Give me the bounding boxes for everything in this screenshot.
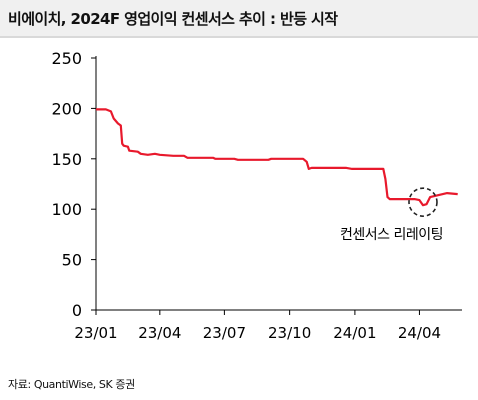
chart-title: 비에이치, 2024F 영업이익 컨센서스 추이 : 반등 시작: [8, 10, 338, 28]
x-tick-label: 23/01: [74, 324, 117, 342]
x-tick-label: 23/07: [203, 324, 246, 342]
x-axis: 23/01 23/04 23/07 23/10 24/01 24/04: [74, 309, 462, 342]
y-tick-label: 0: [72, 301, 82, 320]
line-chart: 0 50 100 150 200 250 23/01 23/04 23/07 23/10 24/0…: [51, 49, 462, 342]
x-tick-label: 24/04: [398, 324, 441, 342]
x-tick-label: 24/01: [333, 324, 376, 342]
series-layer: [96, 108, 458, 207]
x-tick-label: 23/04: [138, 324, 181, 342]
y-axis: 0 50 100 150 200 250: [51, 49, 97, 320]
chart-header: 비에이치, 2024F 영업이익 컨센서스 추이 : 반등 시작: [0, 0, 478, 38]
annotation-label: 컨센서스 리레이팅: [340, 227, 443, 243]
y-tick-label: 50: [62, 251, 82, 270]
annotation-layer: 컨센서스 리레이팅: [340, 187, 443, 243]
source-note: 자료: QuantiWise, SK 증권: [8, 378, 135, 391]
consensus-line: [96, 108, 458, 207]
annotation-circle: [408, 187, 438, 217]
y-tick-label: 100: [51, 200, 82, 219]
y-tick-label: 250: [51, 49, 82, 68]
y-tick-label: 200: [51, 99, 82, 118]
y-tick-label: 150: [51, 150, 82, 169]
x-tick-label: 23/10: [268, 324, 311, 342]
